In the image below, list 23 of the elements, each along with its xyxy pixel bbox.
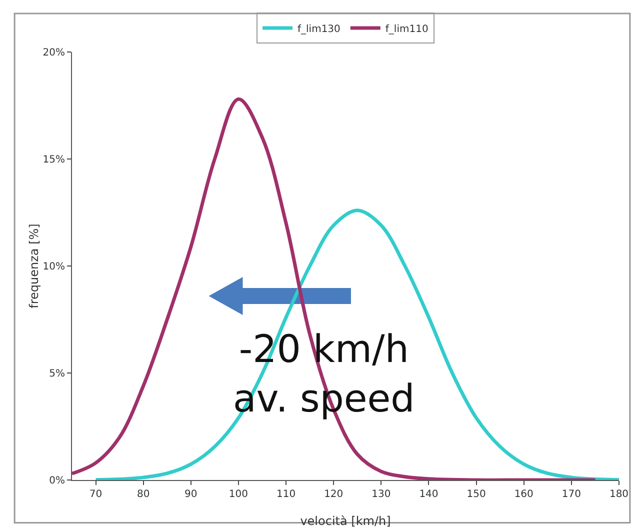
x-tick-label: 140 xyxy=(419,489,438,500)
y-tick-label: 15% xyxy=(42,154,65,166)
x-tick-label: 100 xyxy=(228,489,248,500)
line-series xyxy=(72,97,597,480)
x-tick-label: 80 xyxy=(136,489,150,500)
y-tick-label: 5% xyxy=(49,368,65,380)
x-tick-label: 90 xyxy=(184,489,198,500)
x-tick-label: 70 xyxy=(89,489,102,500)
x-tick-label: 160 xyxy=(514,489,534,500)
y-tick-label: 0% xyxy=(49,476,65,486)
x-tick-label: 120 xyxy=(324,489,344,500)
y-tick-label: 20% xyxy=(42,48,65,58)
y-tick-label: 10% xyxy=(42,262,65,272)
x-tick-label: 170 xyxy=(562,489,581,500)
x-tick-label: 130 xyxy=(372,489,391,500)
x-tick-label: 180 xyxy=(609,489,629,500)
x-tick-label: 110 xyxy=(276,489,296,500)
x-axis-title: velocità [km/h] xyxy=(300,514,391,528)
x-tick-label: 150 xyxy=(466,489,486,500)
line-series xyxy=(94,208,619,480)
legend-label: f_lim110 xyxy=(385,24,428,35)
y-axis-title: frequenza [%] xyxy=(26,224,41,308)
legend-label: f_lim130 xyxy=(298,24,340,35)
